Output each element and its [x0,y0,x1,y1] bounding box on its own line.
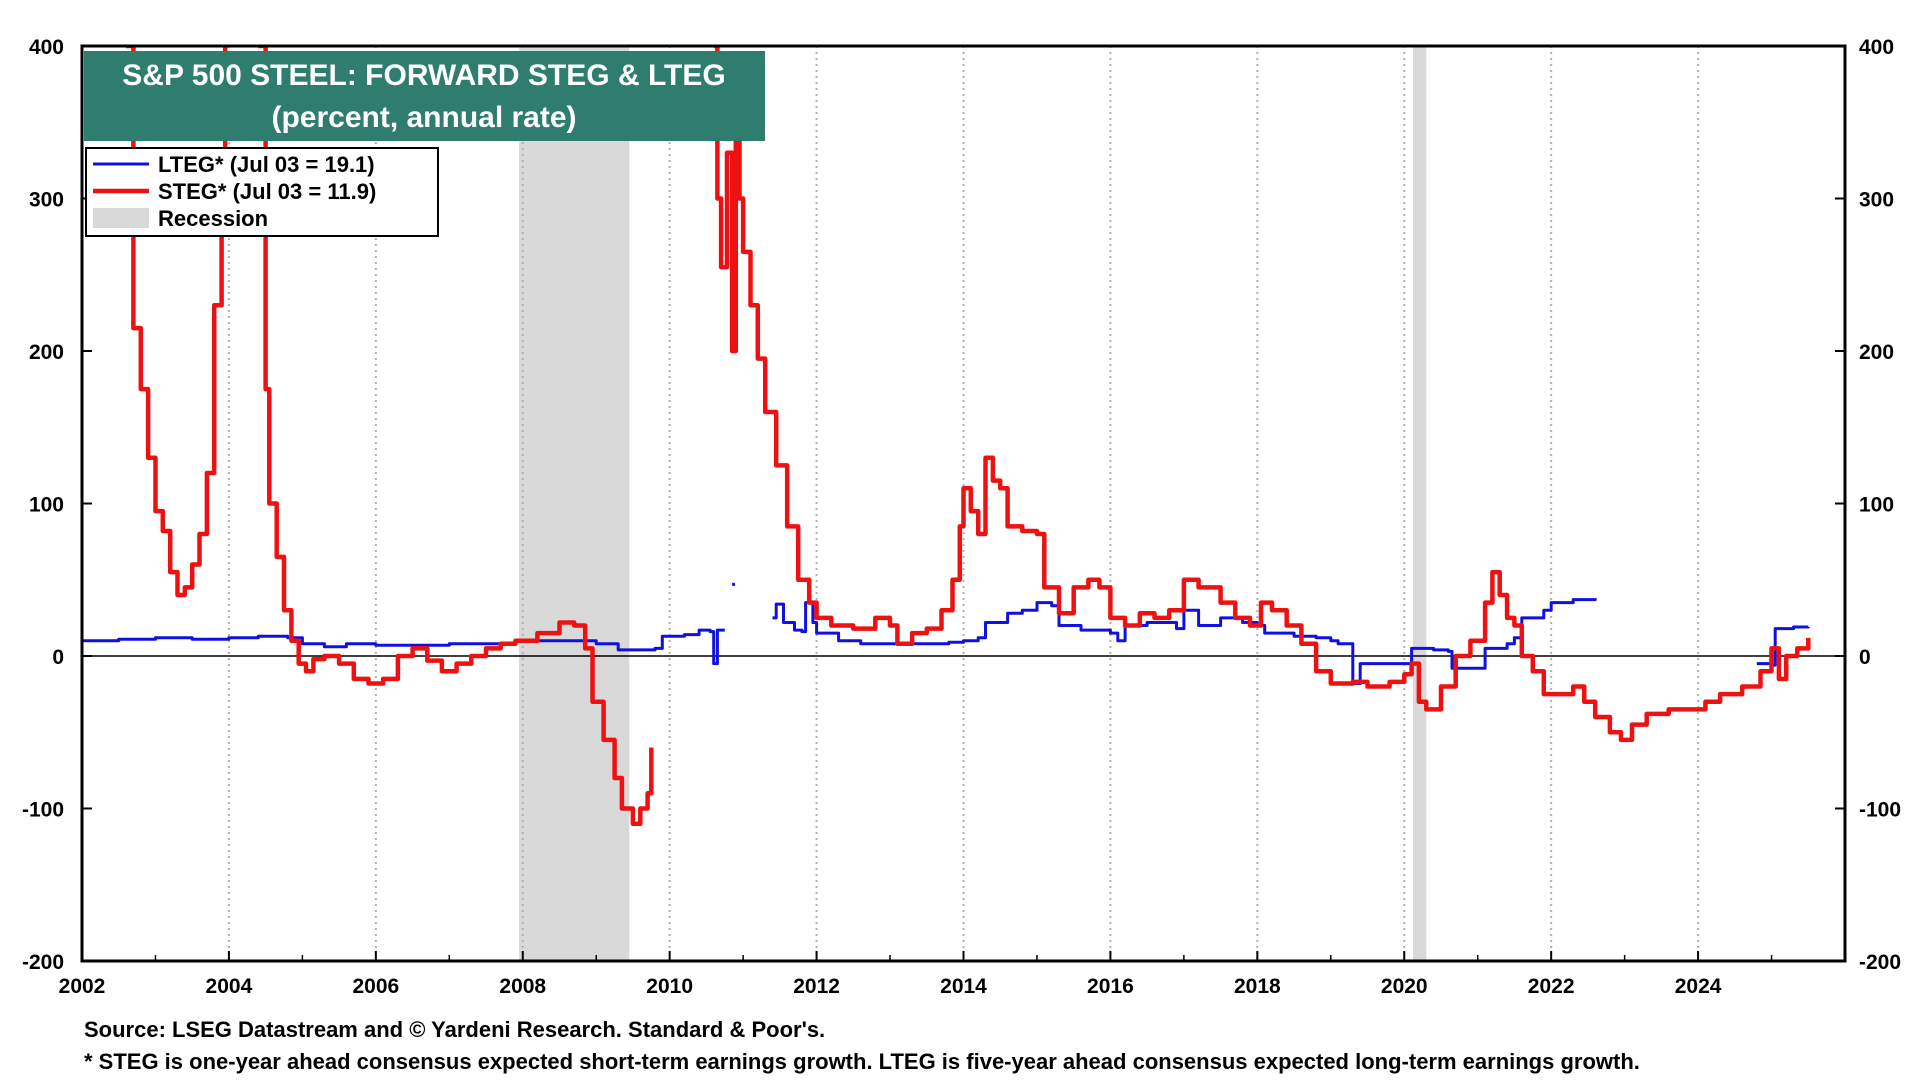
x-tick-label: 2002 [59,975,106,998]
x-tick-label: 2022 [1528,975,1575,998]
title-box [84,51,765,141]
series-steg-line [713,46,1811,743]
x-tick-label: 2020 [1381,975,1428,998]
legend-label: LTEG* (Jul 03 = 19.1) [158,152,375,177]
x-tick-label: 2010 [646,975,693,998]
series-lteg-line [82,628,725,666]
series-lteg-line [1756,625,1810,667]
y-tick-label-right: 0 [1859,646,1871,669]
x-tick-label: 2006 [352,975,399,998]
chart-subtitle: (percent, annual rate) [271,101,576,134]
recession-band [519,46,630,961]
source-note: Source: LSEG Datastream and © Yardeni Re… [84,1017,826,1042]
y-tick-label-left: 400 [29,36,64,59]
x-tick-label: 2014 [940,975,987,998]
y-tick-label-left: 0 [52,646,64,669]
y-tick-label-right: -200 [1859,951,1901,974]
series-lteg-line [732,582,736,586]
x-tick-label: 2016 [1087,975,1134,998]
y-tick-label-right: 200 [1859,341,1894,364]
y-tick-label-right: -100 [1859,799,1901,822]
recession-band [1413,46,1427,961]
y-tick-label-right: 300 [1859,189,1894,212]
legend-label: STEG* (Jul 03 = 11.9) [158,179,376,204]
legend-swatch [93,208,149,228]
legend-label: Recession [158,206,268,231]
y-tick-label-left: 100 [29,494,64,517]
series-steg-line [126,46,228,598]
y-tick-label-left: -100 [22,799,64,822]
y-tick-label-right: 400 [1859,36,1894,59]
series-steg-line [258,46,654,827]
series-lteg-line [772,598,1597,685]
y-tick-label-left: 300 [29,189,64,212]
y-tick-label-left: -200 [22,951,64,974]
chart-title: S&P 500 STEEL: FORWARD STEG & LTEG [122,59,725,92]
x-tick-label: 2024 [1675,975,1722,998]
x-tick-label: 2004 [206,975,253,998]
y-tick-label-right: 100 [1859,494,1894,517]
x-tick-label: 2008 [499,975,546,998]
y-tick-label-left: 200 [29,341,64,364]
x-tick-label: 2018 [1234,975,1281,998]
x-tick-label: 2012 [793,975,840,998]
definition-note: * STEG is one-year ahead consensus expec… [84,1049,1640,1074]
